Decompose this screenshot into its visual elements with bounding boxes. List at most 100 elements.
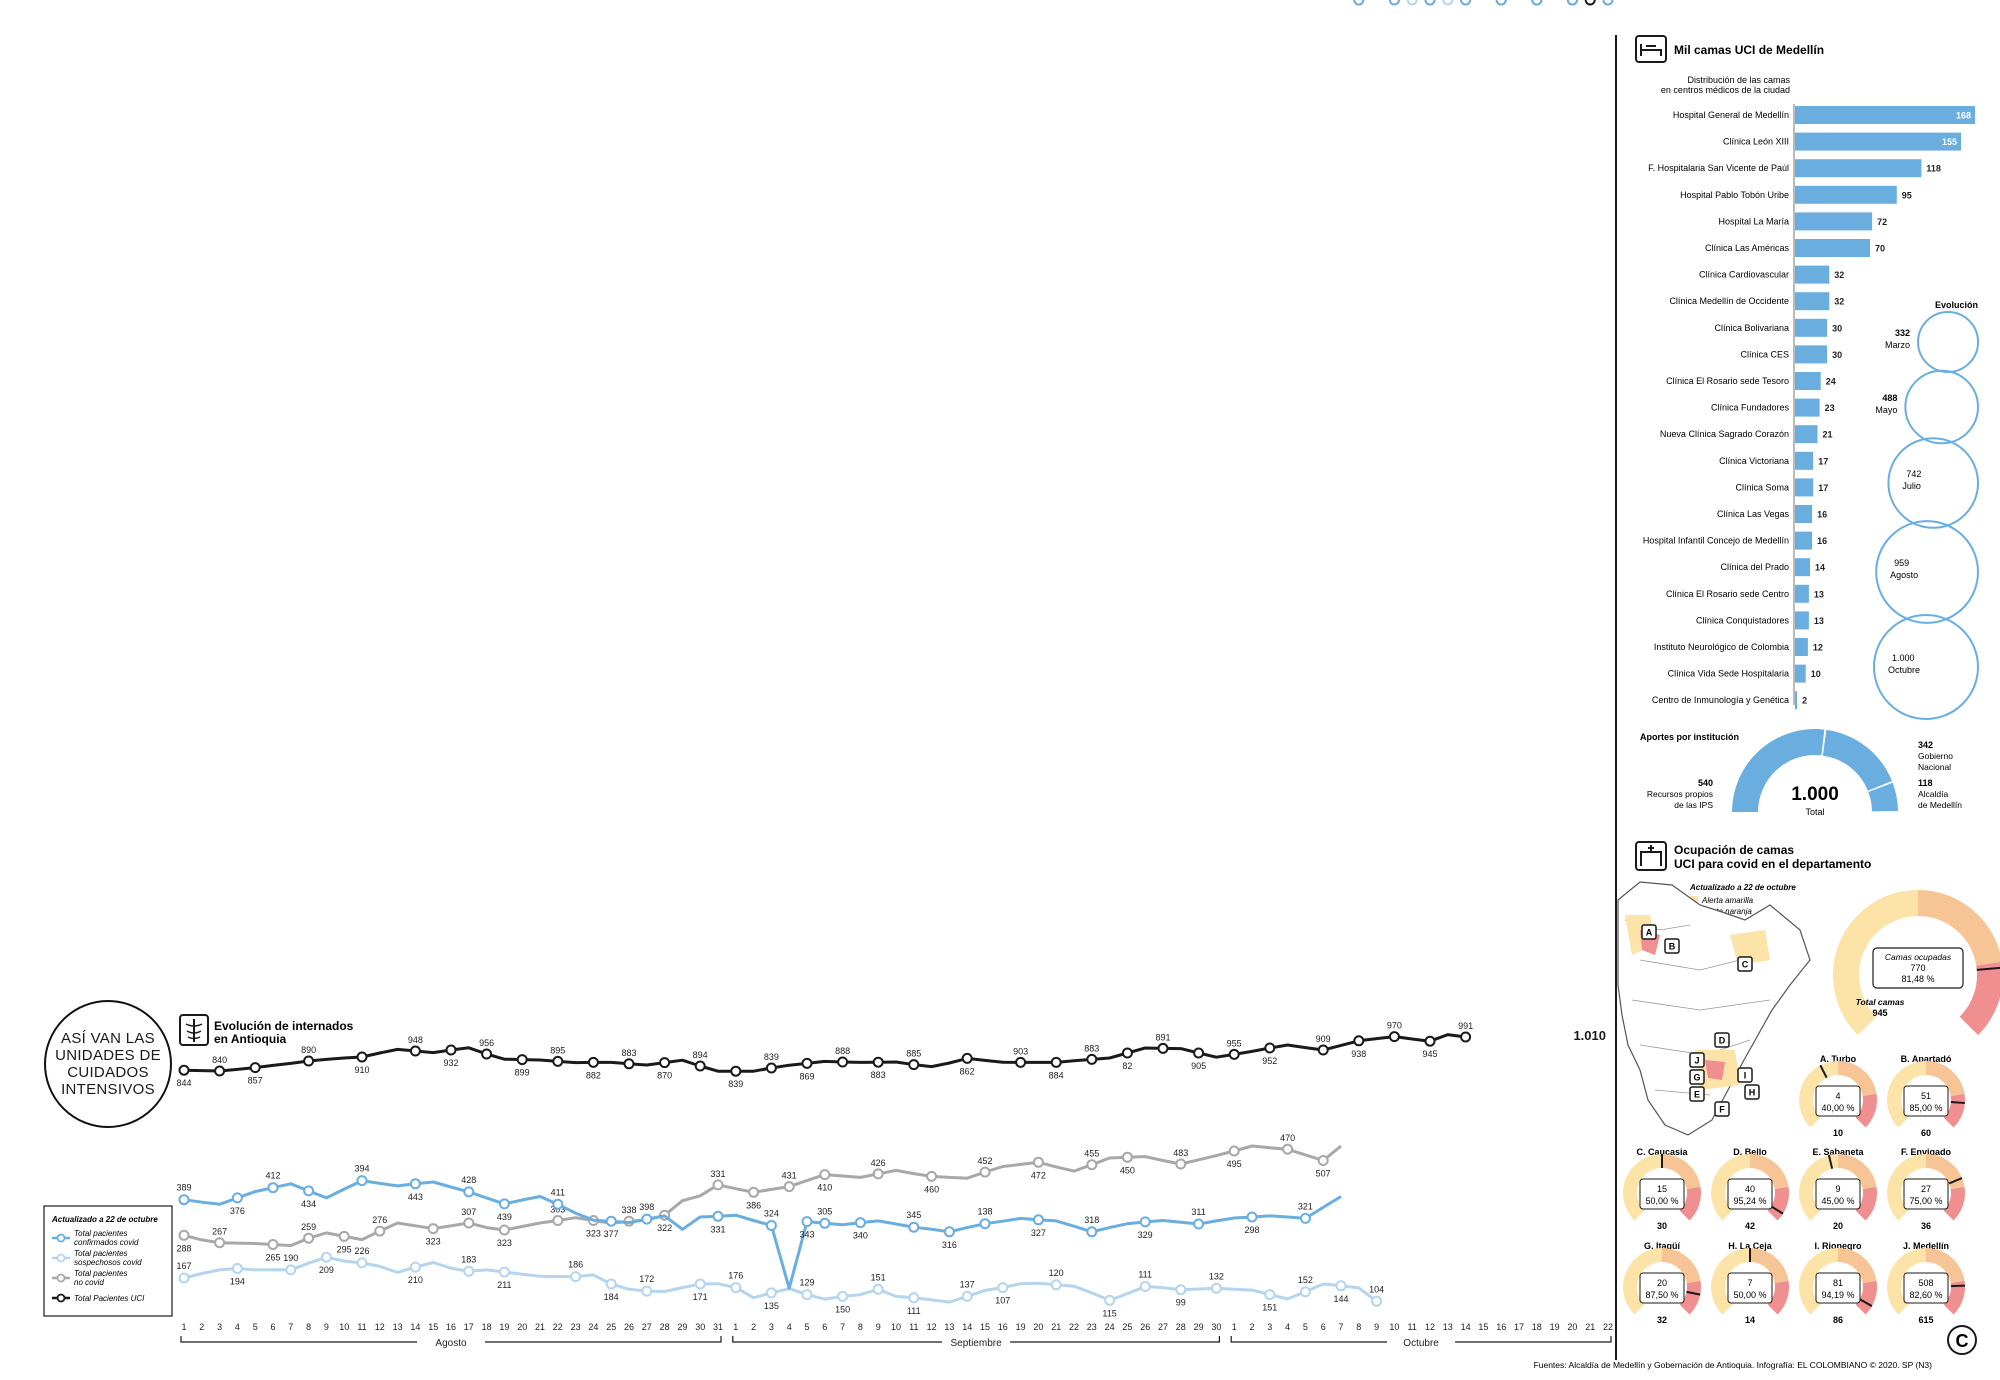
gauge-band	[1661, 1154, 1701, 1190]
x-tick-label: 8	[306, 1322, 311, 1332]
bar	[1795, 212, 1873, 231]
data-label: 909	[1316, 1034, 1331, 1044]
data-label: 483	[1173, 1148, 1188, 1158]
data-point	[1210, 1282, 1222, 1294]
data-label: 321	[1298, 1201, 1313, 1211]
data-point	[409, 1045, 421, 1057]
occupancy-gauge	[1833, 890, 2000, 1036]
data-point	[356, 1175, 368, 1187]
map-marker	[1641, 924, 1657, 940]
data-point	[552, 1215, 564, 1226]
gauge-band	[1623, 1248, 1663, 1315]
x-tick-label: 2	[199, 1322, 204, 1332]
gauge-pct: 50,00 %	[1645, 1196, 1678, 1206]
x-tick-label: 12	[1425, 1322, 1435, 1332]
x-tick-label: 19	[499, 1322, 509, 1332]
data-label: 945	[1422, 1049, 1437, 1059]
x-tick-label: 8	[858, 1322, 863, 1332]
data-label: 327	[1031, 1228, 1046, 1238]
data-label: 869	[799, 1071, 814, 1081]
x-tick-label: 16	[1496, 1322, 1506, 1332]
caduceus-icon	[179, 1014, 209, 1046]
gauge-name: I. Rionegro	[1815, 1241, 1863, 1251]
data-label: 955	[1227, 1038, 1242, 1048]
bar-value-label: 168	[1956, 111, 1971, 121]
bar	[1795, 638, 1808, 656]
gauge-band	[1959, 961, 2000, 1036]
x-tick-label: 15	[1478, 1322, 1488, 1332]
legend-label-line1: Total pacientes	[74, 1269, 128, 1278]
main-gauge-total: 945	[1872, 1008, 1887, 1018]
gauge-pct: 85,00 %	[1909, 1103, 1942, 1113]
aportes-value: 540	[1698, 778, 1713, 788]
line-chart-title-line2: en Antioquia	[214, 1032, 287, 1046]
data-point	[605, 1278, 617, 1290]
x-tick-label: 17	[1514, 1322, 1524, 1332]
occupancy-gauge	[1711, 1248, 1789, 1315]
gauge-total: 36	[1921, 1221, 1931, 1231]
data-label: 938	[1351, 1049, 1366, 1059]
gauge-needle	[1827, 1154, 1834, 1169]
data-label: 305	[817, 1206, 832, 1216]
data-label: 1.010	[1579, 0, 1602, 2]
bar-category-label: Clínica León XIII	[1723, 137, 1789, 147]
data-point	[587, 1056, 599, 1068]
data-point	[997, 1282, 1009, 1294]
evolution-circle	[1873, 614, 1979, 720]
bar	[1795, 478, 1814, 497]
x-tick-label: 2	[1249, 1322, 1254, 1332]
bar-category-label: Clínica Cardiovascular	[1699, 270, 1789, 280]
data-label: 377	[604, 1229, 619, 1239]
data-label: 111	[1138, 1270, 1152, 1280]
gauge-band	[1855, 1186, 1877, 1221]
data-point	[819, 1217, 831, 1229]
data-label: 336	[1351, 0, 1366, 2]
data-point	[926, 1170, 938, 1182]
data-point	[303, 1055, 315, 1067]
x-tick-label: 13	[393, 1322, 403, 1332]
map-subregions	[1624, 919, 1771, 1096]
data-point	[178, 1064, 190, 1076]
data-point	[694, 1278, 706, 1290]
data-label: 209	[319, 1265, 334, 1275]
data-point	[1050, 1279, 1062, 1291]
data-label: 426	[871, 1158, 886, 1168]
gauge-occupied: 7	[1747, 1278, 1752, 1288]
data-point	[854, 1217, 866, 1229]
data-point	[427, 1223, 439, 1235]
data-label: 338	[621, 1205, 636, 1215]
gauge-occupied: 15	[1657, 1184, 1667, 1194]
x-tick-label: 19	[1016, 1322, 1026, 1332]
data-point	[1086, 1053, 1098, 1065]
evolution-month: Julio	[1902, 481, 1921, 491]
gauge-box	[1727, 1178, 1773, 1210]
bar	[1795, 185, 1897, 204]
bar-category-label: Clínica Bolivariana	[1714, 323, 1789, 333]
gauge-occupied: 81	[1833, 1278, 1843, 1288]
data-label: 883	[621, 1048, 636, 1058]
legend-label-line2: sospechosos covid	[74, 1258, 142, 1267]
bar-value-label: 2	[1802, 696, 1807, 706]
data-label: 888	[835, 1046, 850, 1056]
map-marker-letter: H	[1749, 1088, 1756, 1098]
occupancy-title-line2: UCI para covid en el departamento	[1674, 857, 1871, 871]
aportes-label: Alcaldía	[1918, 789, 1949, 799]
data-label: 323	[497, 1238, 512, 1248]
x-tick-label: 10	[339, 1322, 349, 1332]
x-tick-label: 6	[822, 1322, 827, 1332]
gauge-total: 30	[1657, 1221, 1667, 1231]
gauge-total: 14	[1745, 1315, 1755, 1325]
x-tick-label: 30	[1211, 1322, 1221, 1332]
bar-value-label: 12	[1813, 643, 1823, 653]
data-point	[1424, 0, 1436, 6]
x-tick-label: 16	[446, 1322, 456, 1332]
data-point	[837, 1290, 849, 1302]
legend-label: Total pacientes no covid	[74, 1269, 128, 1287]
x-tick-label: 1	[1232, 1322, 1237, 1332]
gauge-band	[1837, 1061, 1877, 1097]
data-label: 318	[1084, 1215, 1099, 1225]
bar-subtitle-line2: en centros médicos de la ciudad	[1661, 85, 1790, 95]
data-point	[765, 1220, 777, 1231]
data-point	[1139, 1216, 1151, 1228]
x-tick-label: 7	[288, 1322, 293, 1332]
